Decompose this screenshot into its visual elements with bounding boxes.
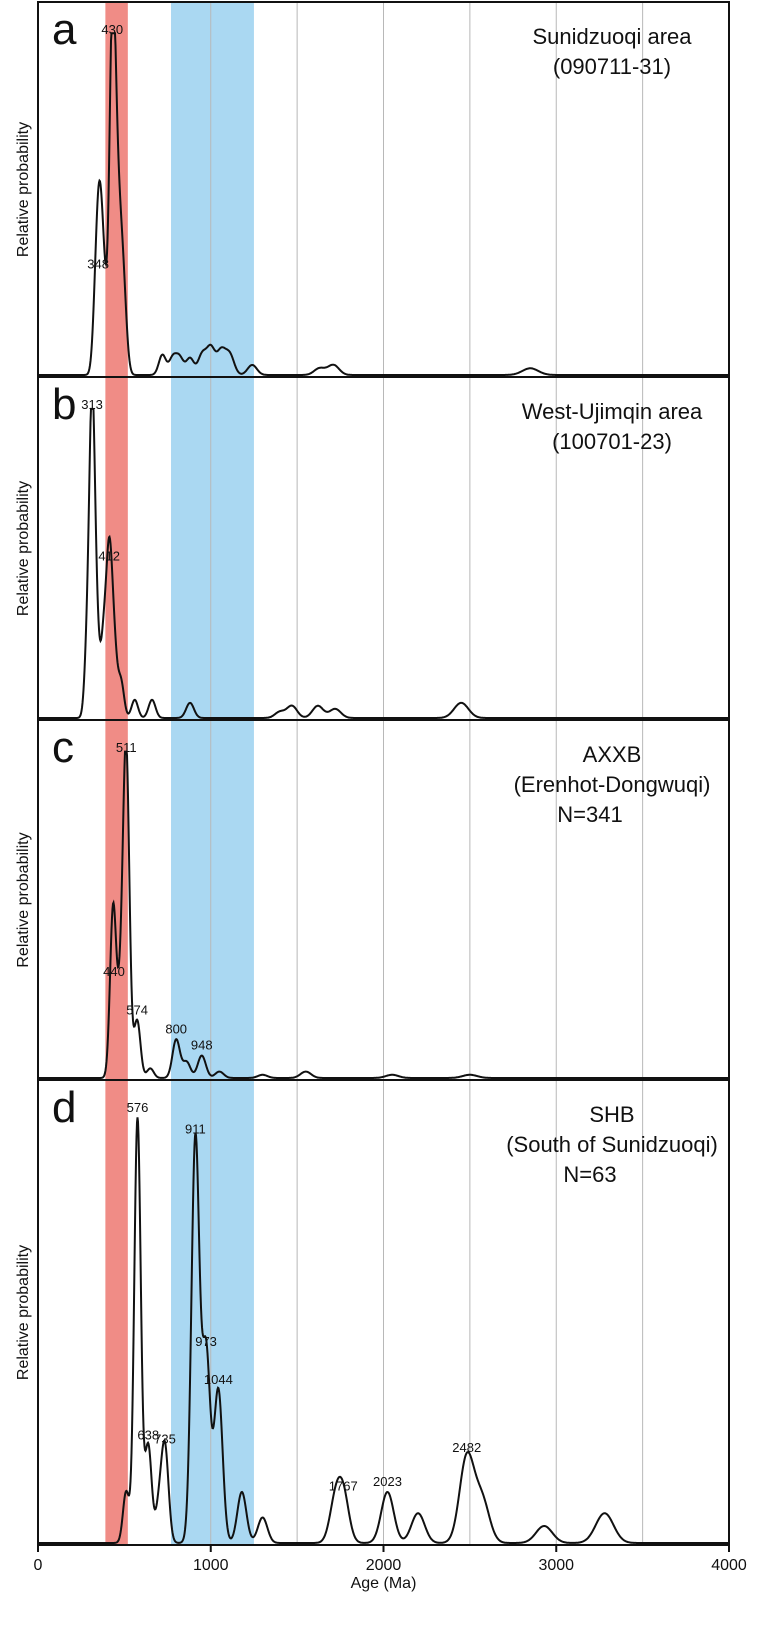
x-axis-label: Age (Ma) — [351, 1575, 417, 1592]
peak-label-d-638: 638 — [137, 1427, 159, 1442]
age-band-0 — [105, 2, 128, 1545]
peak-label-d-735: 735 — [154, 1432, 176, 1447]
probability-curve-a — [38, 32, 729, 376]
panel-letter-d: d — [52, 1083, 76, 1132]
x-tick-label-2000: 2000 — [366, 1557, 402, 1574]
peak-label-d-911: 911 — [185, 1121, 206, 1136]
peak-label-c-800: 800 — [165, 1022, 187, 1037]
peak-label-b-313: 313 — [81, 397, 103, 412]
age-band-1 — [171, 2, 254, 1545]
peak-label-b-412: 412 — [98, 549, 120, 564]
x-tick-label-1000: 1000 — [193, 1557, 229, 1574]
peak-label-d-576: 576 — [127, 1100, 149, 1115]
peak-label-d-1044: 1044 — [204, 1372, 233, 1387]
peak-label-c-511: 511 — [116, 740, 137, 755]
panel-title-c-1: (Erenhot-Dongwuqi) — [514, 772, 711, 797]
probability-curve-d — [38, 1117, 729, 1544]
panel-title-c-0: AXXB — [583, 742, 642, 767]
panel-title-a-0: Sunidzuoqi area — [532, 24, 692, 49]
peak-label-c-948: 948 — [191, 1038, 213, 1053]
peak-label-d-1767: 1767 — [329, 1478, 358, 1493]
panel-title-b-0: West-Ujimqin area — [522, 399, 703, 424]
peak-label-a-430: 430 — [101, 22, 123, 37]
y-axis-label-d: Relative probability — [15, 1245, 32, 1380]
panel-title-a-1: (090711-31) — [553, 54, 671, 79]
panel-letter-b: b — [52, 380, 76, 429]
panel-title-c-2: N=341 — [557, 802, 622, 827]
panel-title-d-0: SHB — [589, 1102, 634, 1127]
panel-letter-c: c — [52, 723, 74, 772]
panel-letter-a: a — [52, 5, 77, 54]
peak-label-d-973: 973 — [195, 1334, 217, 1349]
y-axis-label-b: Relative probability — [15, 481, 32, 616]
probability-curve-b — [38, 407, 729, 719]
peak-label-c-574: 574 — [126, 1002, 148, 1017]
x-tick-label-4000: 4000 — [711, 1557, 747, 1574]
panel-title-d-2: N=63 — [563, 1162, 616, 1187]
peak-label-a-348: 348 — [87, 257, 109, 272]
peak-label-d-2023: 2023 — [373, 1474, 402, 1489]
panel-title-b-1: (100701-23) — [552, 429, 672, 454]
y-axis-label-c: Relative probability — [15, 832, 32, 967]
peak-label-c-440: 440 — [103, 964, 125, 979]
panel-title-d-1: (South of Sunidzuoqi) — [506, 1132, 718, 1157]
y-axis-label-a: Relative probability — [15, 122, 32, 257]
x-tick-label-0: 0 — [34, 1557, 43, 1574]
probability-curve-c — [38, 750, 729, 1079]
peak-label-d-2482: 2482 — [452, 1440, 481, 1455]
x-tick-label-3000: 3000 — [538, 1557, 574, 1574]
